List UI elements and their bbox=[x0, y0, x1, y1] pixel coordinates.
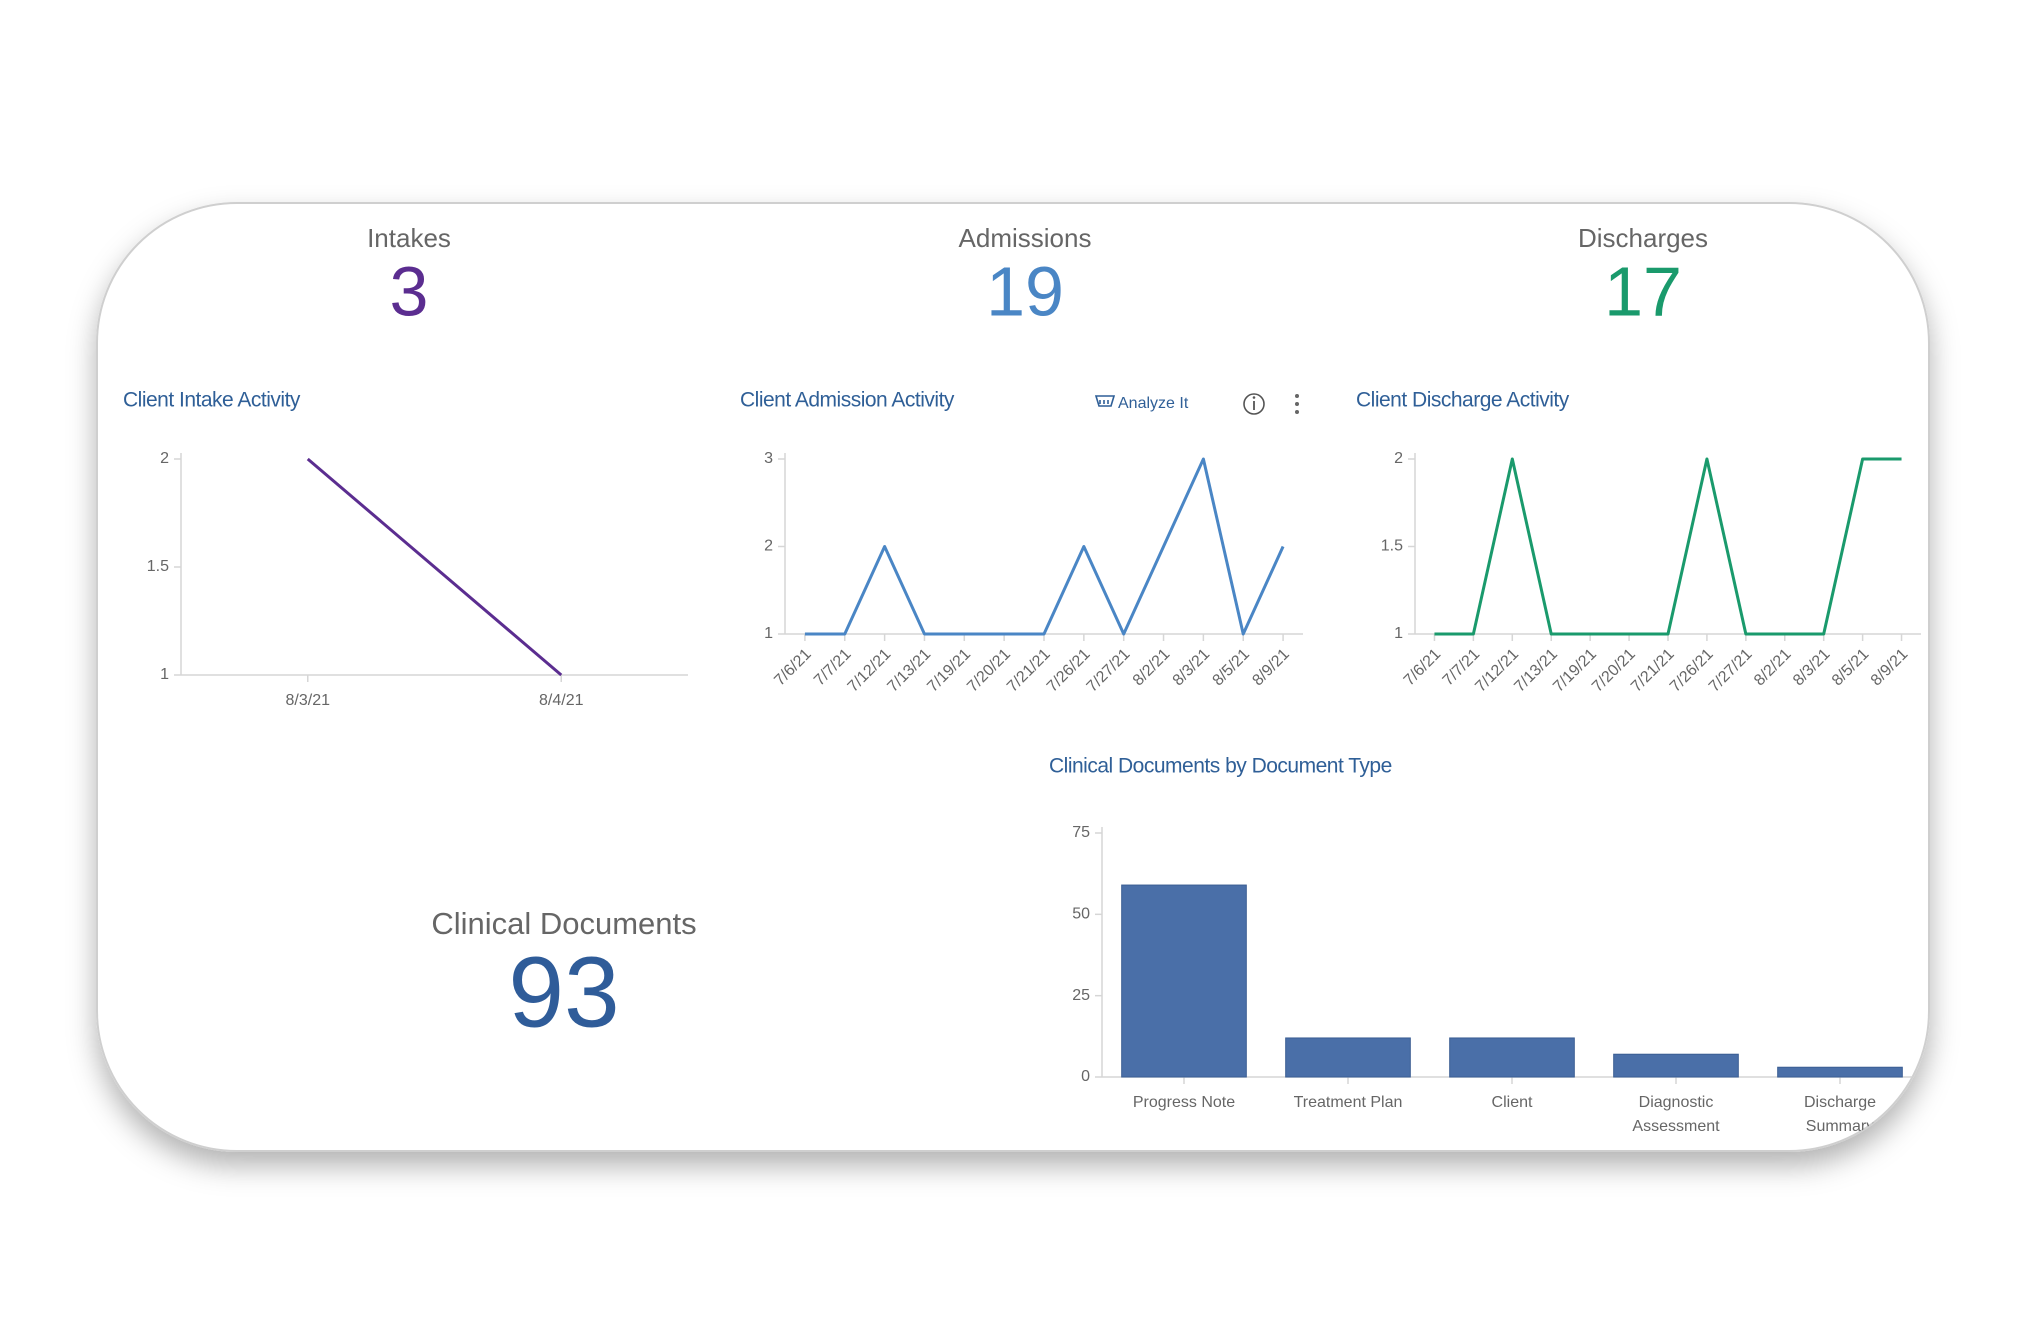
y-tick-label: 1.5 bbox=[147, 558, 169, 575]
kpi-label: Clinical Documents bbox=[431, 906, 696, 941]
kpi-value: 93 bbox=[508, 936, 619, 1048]
y-tick-label: 2 bbox=[160, 450, 169, 467]
menu-dot bbox=[1295, 402, 1299, 406]
chart: Clinical Documents by Document Type 0 25 50… bbox=[1049, 755, 1922, 1135]
analyze-it-button[interactable]: Analyze It bbox=[1094, 395, 1189, 412]
bar bbox=[1449, 1037, 1575, 1078]
analyze-label[interactable]: Analyze It bbox=[1118, 395, 1189, 412]
kpi-value: 17 bbox=[1604, 252, 1682, 330]
y-tick-label: 75 bbox=[1072, 824, 1090, 841]
kpi-label: Discharges bbox=[1578, 223, 1708, 253]
y-tick-label: 1 bbox=[160, 666, 169, 683]
card bbox=[96, 202, 1930, 1152]
x-tick-label: Discharge Summary bbox=[1804, 1094, 1876, 1135]
x-tick-label: Diagnostic Assessment bbox=[1632, 1094, 1720, 1135]
y-tick-label: 2 bbox=[764, 538, 773, 555]
kpi-value: 19 bbox=[986, 252, 1064, 330]
y-tick-label: 1 bbox=[1394, 625, 1403, 642]
menu-dot bbox=[1295, 410, 1299, 414]
kpi-label: Admissions bbox=[959, 223, 1092, 253]
menu-dot bbox=[1295, 394, 1299, 398]
card-content: Analyze It Intakes3Admissions19Discharge… bbox=[123, 223, 1922, 1135]
chart-title: Client Admission Activity bbox=[740, 389, 955, 412]
y-tick-label: 1.5 bbox=[1381, 538, 1403, 555]
bar bbox=[1613, 1053, 1739, 1078]
x-tick-label: Treatment Plan bbox=[1294, 1094, 1403, 1111]
chart-title: Client Discharge Activity bbox=[1356, 389, 1570, 412]
bar bbox=[1777, 1066, 1903, 1078]
chart: Client Intake Activity 1 1.5 2 8/3/21 8/4/21 bbox=[123, 389, 688, 709]
info-icon-dot bbox=[1252, 396, 1256, 399]
kpi-label: Intakes bbox=[367, 223, 451, 253]
y-tick-label: 0 bbox=[1081, 1068, 1090, 1085]
y-tick-label: 50 bbox=[1072, 906, 1090, 923]
y-tick-label: 3 bbox=[764, 450, 773, 467]
line-series bbox=[804, 457, 1285, 636]
x-tick-label: 8/3/21 bbox=[286, 692, 331, 709]
x-tick-label: Progress Note bbox=[1133, 1094, 1235, 1111]
bar bbox=[1121, 884, 1247, 1078]
chart-title: Client Intake Activity bbox=[123, 389, 301, 412]
analyze-icon bbox=[1094, 395, 1116, 407]
menu-button[interactable] bbox=[1295, 394, 1299, 414]
line-series bbox=[306, 457, 563, 677]
y-tick-label: 2 bbox=[1394, 450, 1403, 467]
x-tick-label: Client bbox=[1492, 1094, 1533, 1111]
y-tick-label: 1 bbox=[764, 625, 773, 642]
x-tick-label: 8/4/21 bbox=[539, 692, 584, 709]
kpi-value: 3 bbox=[390, 252, 429, 330]
line-series bbox=[1434, 457, 1902, 636]
chart-title: Clinical Documents by Document Type bbox=[1049, 755, 1392, 778]
y-tick-label: 25 bbox=[1072, 987, 1090, 1004]
bar bbox=[1285, 1037, 1411, 1078]
info-button[interactable] bbox=[1243, 393, 1265, 415]
info-icon[interactable] bbox=[1243, 393, 1265, 415]
